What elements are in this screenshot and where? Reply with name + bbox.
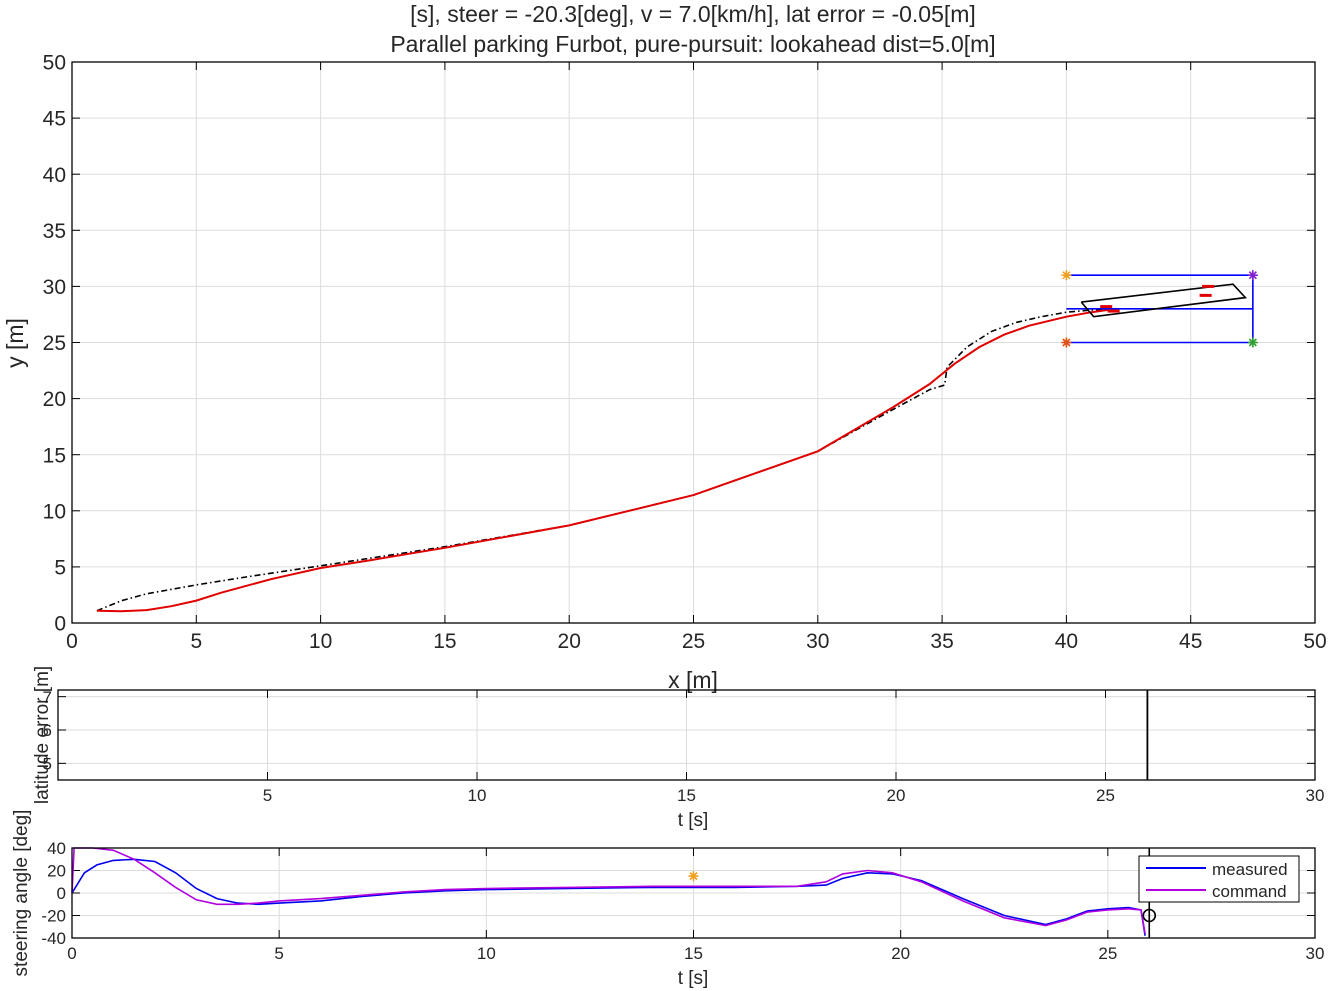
lateral-error-ytick-label: 5 bbox=[43, 754, 52, 773]
trajectory-ylabel: y [m] bbox=[2, 318, 28, 368]
steering-grid bbox=[71, 847, 1316, 939]
actual-path-line bbox=[96, 307, 1117, 613]
lateral-error-ytick-label: 6 bbox=[43, 721, 52, 740]
vehicle-outline bbox=[1080, 283, 1248, 318]
steering-frame bbox=[71, 847, 1316, 939]
trajectory-xtick-label: 45 bbox=[1179, 630, 1202, 653]
trajectory-ytick-label: 10 bbox=[43, 500, 66, 523]
steering-xlabel: t [s] bbox=[678, 968, 709, 989]
lateral-error-axes: 5 10 15 20 25 30 5 6 7 t [s] latitude error [m] bbox=[32, 666, 1324, 831]
parking-corner-marker-stroke bbox=[1062, 338, 1071, 347]
lateral-error-xtick-label: 25 bbox=[1096, 786, 1115, 805]
lateral-error-xtick-label: 5 bbox=[263, 786, 272, 805]
steering-xtick-label: 30 bbox=[1306, 944, 1325, 963]
steering-star-marker-stroke bbox=[689, 872, 698, 881]
steering-ytick-label: -40 bbox=[41, 929, 66, 948]
parking-corner-marker bbox=[1061, 337, 1072, 348]
legend-box bbox=[1138, 855, 1300, 903]
lateral-error-ylabel: latitude error [m] bbox=[32, 666, 53, 804]
parking-corner-marker-stroke bbox=[1248, 338, 1257, 347]
trajectory-xtick-label: 0 bbox=[66, 630, 78, 653]
steering-ytick-label: 20 bbox=[47, 862, 66, 881]
trajectory-ytick-label: 5 bbox=[54, 556, 66, 579]
trajectory-ytick-label: 25 bbox=[43, 332, 66, 355]
trajectory-xtick-label: 20 bbox=[558, 630, 581, 653]
steering-ytick-label: 40 bbox=[47, 839, 66, 858]
lateral-error-xlabel: t [s] bbox=[678, 810, 709, 831]
trajectory-frame bbox=[71, 61, 1316, 624]
lateral-error-xtick-label: 20 bbox=[887, 786, 906, 805]
parking-corner-marker bbox=[1247, 337, 1258, 348]
title-line-2: Parallel parking Furbot, pure-pursuit: l… bbox=[390, 31, 995, 57]
trajectory-ytick-label: 20 bbox=[43, 388, 66, 411]
parking-corner-marker bbox=[1247, 270, 1258, 281]
lateral-error-grid bbox=[58, 690, 1316, 780]
trajectory-xtick-label: 5 bbox=[190, 630, 202, 653]
trajectory-xtick-label: 10 bbox=[309, 630, 332, 653]
steering-star-marker bbox=[688, 871, 699, 882]
trajectory-ytick-label: 30 bbox=[43, 276, 66, 299]
trajectory-ticks: 0 5 10 15 20 25 30 35 40 45 50 0 5 10 15 20 25 30 35 40 45 50 bbox=[43, 52, 1327, 653]
lateral-error-xtick-label: 10 bbox=[468, 786, 487, 805]
trajectory-axes: 0 5 10 15 20 25 30 35 40 45 50 0 5 10 15 20 25 30 35 40 45 50… bbox=[2, 52, 1327, 693]
steering-xtick-label: 15 bbox=[684, 944, 703, 963]
parking-corner-marker-stroke bbox=[1248, 271, 1257, 280]
measured-steering-line bbox=[71, 858, 1146, 936]
trajectory-xtick-label: 40 bbox=[1055, 630, 1078, 653]
trajectory-xtick-label: 15 bbox=[433, 630, 456, 653]
trajectory-ytick-label: 40 bbox=[43, 164, 66, 187]
lateral-error-ytick-label: 7 bbox=[43, 688, 52, 707]
steering-ytick-label: 0 bbox=[57, 884, 66, 903]
lateral-error-frame bbox=[57, 689, 1316, 781]
lateral-error-xtick-label: 30 bbox=[1306, 786, 1325, 805]
reference-path-line bbox=[96, 308, 1117, 612]
parking-corner-marker-stroke bbox=[1062, 271, 1071, 280]
trajectory-ytick-label: 15 bbox=[43, 444, 66, 467]
trajectory-ytick-label: 45 bbox=[43, 108, 66, 131]
legend-label-command: command bbox=[1212, 882, 1287, 901]
steering-xtick-label: 0 bbox=[67, 944, 76, 963]
legend-label-measured: measured bbox=[1212, 860, 1288, 879]
parking-corner-marker bbox=[1061, 270, 1072, 281]
steering-xtick-label: 10 bbox=[477, 944, 496, 963]
trajectory-xtick-label: 50 bbox=[1303, 630, 1326, 653]
trajectory-ytick-label: 35 bbox=[43, 220, 66, 243]
trajectory-xtick-label: 30 bbox=[806, 630, 829, 653]
trajectory-xlabel: x [m] bbox=[668, 667, 718, 693]
steering-xtick-label: 20 bbox=[891, 944, 910, 963]
trajectory-data bbox=[96, 270, 1258, 613]
steering-legend: measured command bbox=[1138, 855, 1300, 903]
title-line-1: [s], steer = -20.3[deg], v = 7.0[km/h], … bbox=[410, 1, 976, 27]
trajectory-ytick-label: 0 bbox=[54, 613, 66, 636]
lateral-error-ticks: 5 10 15 20 25 30 5 6 7 bbox=[43, 688, 1325, 805]
steering-ylabel: steering angle [deg] bbox=[11, 810, 32, 977]
command-steering-line bbox=[71, 847, 1146, 934]
trajectory-ytick-label: 50 bbox=[43, 52, 66, 75]
trajectory-xtick-label: 35 bbox=[930, 630, 953, 653]
steering-ytick-label: -20 bbox=[41, 907, 66, 926]
steering-xtick-label: 5 bbox=[274, 944, 283, 963]
trajectory-xtick-label: 25 bbox=[682, 630, 705, 653]
lateral-error-xtick-label: 15 bbox=[677, 786, 696, 805]
steering-xtick-label: 25 bbox=[1098, 944, 1117, 963]
